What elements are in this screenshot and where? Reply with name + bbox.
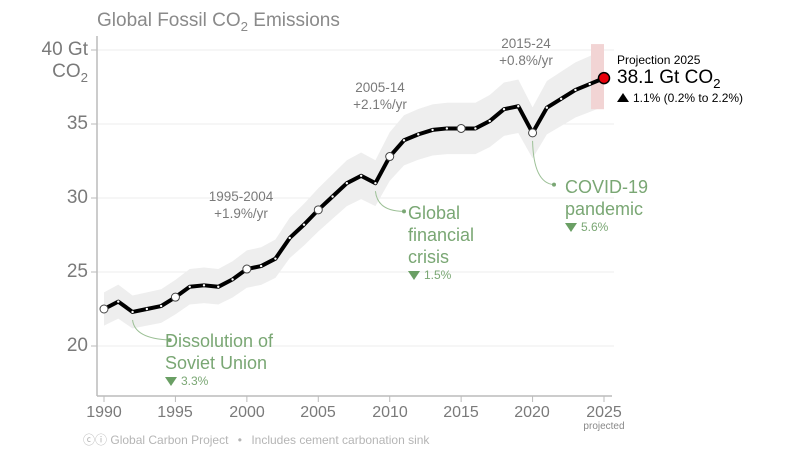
data-point-major [385, 152, 395, 162]
y-tick-label: 25 [66, 261, 88, 282]
x-tick-label: 1990 [86, 404, 122, 421]
data-point [302, 223, 306, 226]
period-label-2005-14: 2005-14 +2.1%/yr [353, 80, 407, 112]
event-annotation-financial-crisis: Global financial crisis 1.5% [408, 203, 475, 282]
data-point [517, 105, 520, 108]
data-point [117, 300, 120, 303]
y-axis-label: 40 Gt CO2 [41, 39, 88, 85]
x-tick-label: 1995 [157, 404, 193, 421]
projection-uncertainty-band [591, 44, 604, 110]
data-point [231, 278, 234, 281]
data-point-major [313, 205, 323, 215]
data-point [574, 88, 577, 92]
period-label-2015-24: 2015-24 +0.8%/yr [499, 36, 553, 68]
data-point-major [242, 264, 252, 274]
data-point [202, 284, 206, 287]
annotation-dot [167, 338, 172, 343]
data-point [274, 257, 277, 260]
data-point [559, 97, 563, 101]
projection-annotation: Projection 2025 38.1 Gt CO2 1.1% (0.2% t… [617, 53, 744, 105]
data-point [259, 264, 263, 268]
creative-commons-icon: ⓒⓘ [83, 433, 108, 447]
up-triangle-icon [617, 92, 629, 102]
data-point [374, 182, 377, 185]
annotation-connector [132, 319, 170, 341]
annotation-dot [552, 182, 556, 187]
data-point [431, 128, 434, 132]
uncertainty-band [104, 49, 604, 329]
footer-source: Global Carbon Project [110, 433, 229, 447]
data-point [445, 127, 449, 130]
x-tick-label: 2020 [514, 404, 550, 421]
data-point [345, 182, 349, 185]
separator-dot: • [237, 433, 242, 447]
data-point [288, 236, 291, 240]
data-point-major [99, 304, 109, 314]
x-tick-label: 2000 [229, 404, 265, 421]
down-triangle-icon [165, 377, 177, 386]
x-projected-label: projected [583, 421, 625, 432]
data-point [359, 174, 363, 177]
data-point-major [456, 123, 466, 133]
x-tick-label: 2010 [372, 404, 408, 421]
data-point [159, 304, 163, 308]
period-label-1995-2004: 1995-2004 +1.9%/yr [208, 189, 274, 221]
y-tick-label: 20 [66, 335, 88, 356]
chart-title: Global Fossil CO2 Emissions [97, 10, 340, 34]
x-tick-label: 2025 [586, 404, 622, 421]
projection-point [597, 71, 611, 85]
event-annotation-soviet-union: Dissolution of Soviet Union 3.3% [165, 331, 274, 388]
y-tick-label: 30 [66, 187, 88, 208]
data-point [474, 127, 477, 130]
data-point [502, 108, 506, 111]
down-triangle-icon [408, 271, 420, 280]
data-point [131, 310, 134, 314]
data-point [488, 119, 491, 123]
annotation-connector [374, 191, 405, 212]
data-point [588, 82, 591, 86]
data-point [188, 285, 191, 288]
data-point [331, 195, 334, 198]
y-tick-label: 35 [66, 113, 88, 134]
data-point-major [170, 292, 180, 302]
down-triangle-icon [565, 223, 577, 232]
footer-note: Includes cement carbonation sink [251, 433, 430, 447]
data-point [145, 307, 149, 311]
data-point [545, 106, 549, 109]
emissions-line [103, 76, 605, 314]
x-tick-label: 2015 [443, 404, 479, 421]
data-point [217, 285, 220, 288]
annotation-dot [402, 209, 406, 214]
annotation-connector [532, 140, 555, 186]
footer: ⓒⓘ Global Carbon Project • Includes ceme… [83, 431, 429, 448]
data-point-major [528, 128, 538, 138]
event-annotation-covid: COVID-19 pandemic 5.6% [565, 177, 649, 234]
data-point [417, 133, 420, 136]
data-point [402, 139, 406, 142]
x-tick-label: 2005 [300, 404, 336, 421]
